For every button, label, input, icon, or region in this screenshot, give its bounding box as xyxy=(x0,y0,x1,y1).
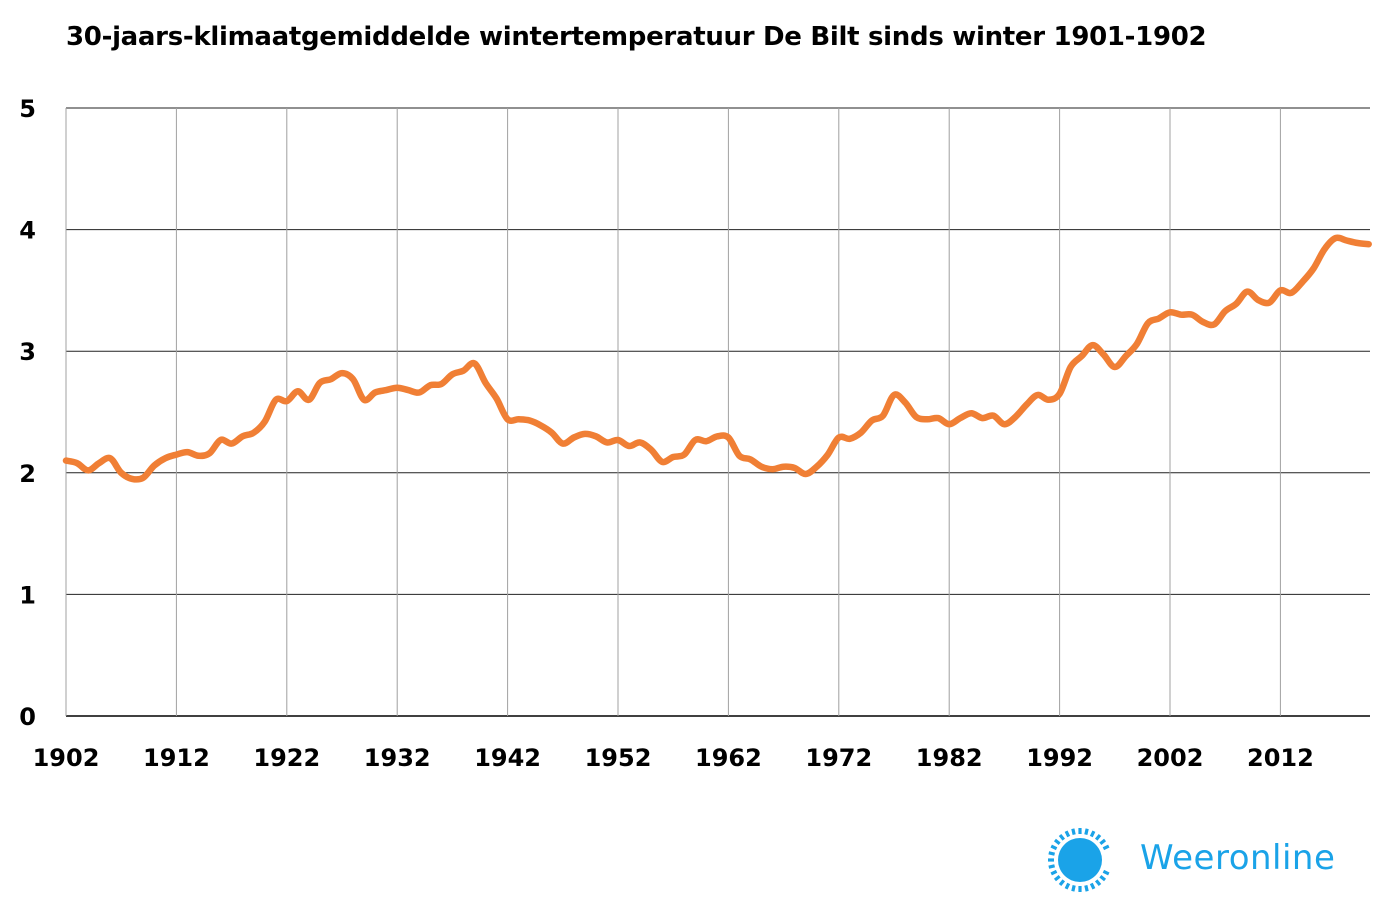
x-tick-label: 1932 xyxy=(364,744,431,772)
y-tick-label: 4 xyxy=(19,217,36,245)
sun-ray xyxy=(1071,885,1076,892)
weeronline-logo: Weeronline xyxy=(1046,826,1366,896)
chart-title: 30-jaars-klimaatgemiddelde wintertempera… xyxy=(66,22,1207,52)
y-tick-label: 1 xyxy=(19,581,36,609)
sun-ray xyxy=(1053,838,1061,846)
sun-ray xyxy=(1058,879,1066,887)
sun-ray xyxy=(1094,879,1102,887)
sun-ray xyxy=(1064,882,1071,890)
sun-ray xyxy=(1071,828,1076,835)
brand-name: Weeronline xyxy=(1140,838,1336,878)
sun-ray xyxy=(1078,886,1082,892)
x-tick-label: 1922 xyxy=(253,744,320,772)
sun-ray xyxy=(1048,858,1054,862)
x-tick-label: 1952 xyxy=(585,744,652,772)
sun-ray xyxy=(1050,869,1058,876)
x-tick-label: 1912 xyxy=(143,744,210,772)
x-tick-label: 1942 xyxy=(474,744,541,772)
sun-ray xyxy=(1084,885,1089,892)
y-tick-label: 3 xyxy=(19,338,36,366)
x-tick-label: 2002 xyxy=(1137,744,1204,772)
sun-ray xyxy=(1099,838,1107,846)
y-axis-ticks: 0 1 2 3 4 5 xyxy=(19,95,36,731)
sun-ray xyxy=(1064,830,1071,838)
y-tick-label: 5 xyxy=(19,95,36,123)
x-axis-ticks: 1902 1912 1922 1932 1942 1952 1962 1972 1982 1992… xyxy=(33,744,1314,772)
sun-ray xyxy=(1102,869,1110,876)
y-tick-label: 2 xyxy=(19,460,36,488)
sun-ray xyxy=(1084,828,1089,835)
sun-ray xyxy=(1089,830,1096,838)
sun-icon xyxy=(1048,828,1110,892)
y-tick-label: 0 xyxy=(19,703,36,731)
sun-ray xyxy=(1094,833,1102,841)
sun-ray xyxy=(1078,828,1082,834)
sun-ray xyxy=(1053,874,1061,882)
sun-ray xyxy=(1048,851,1055,856)
sun-ray xyxy=(1102,844,1110,851)
sun-ray xyxy=(1089,882,1096,890)
grid-lines xyxy=(65,107,1370,717)
series-line xyxy=(62,234,1372,483)
x-tick-label: 1962 xyxy=(695,744,762,772)
x-tick-label: 1902 xyxy=(33,744,100,772)
x-tick-label: 1982 xyxy=(916,744,983,772)
x-tick-label: 2012 xyxy=(1247,744,1314,772)
x-tick-label: 1972 xyxy=(805,744,872,772)
sun-ray xyxy=(1099,874,1107,882)
sun-ray xyxy=(1048,864,1055,869)
sun-ray xyxy=(1050,844,1058,851)
sun-ray xyxy=(1058,833,1066,841)
x-tick-label: 1992 xyxy=(1026,744,1093,772)
